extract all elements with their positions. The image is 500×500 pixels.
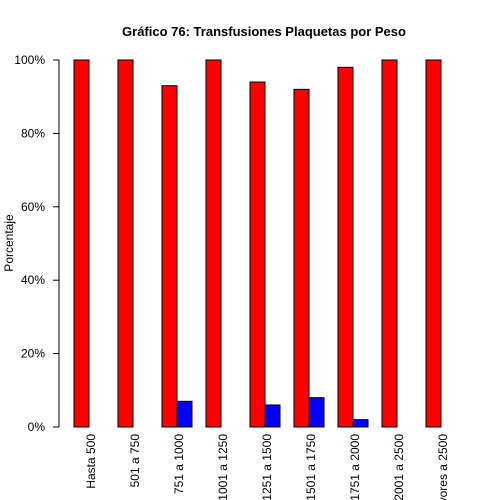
x-tick-label: Mayores a 2500 — [436, 434, 450, 500]
x-tick-label: 1501 a 1750 — [304, 434, 318, 500]
bar-series2 — [352, 419, 369, 428]
bar-series1 — [249, 81, 266, 428]
y-tick-label: 100% — [14, 53, 45, 67]
y-tick-label: 0% — [28, 420, 46, 434]
bar-series1 — [205, 59, 222, 428]
y-tick-label: 40% — [21, 273, 45, 287]
x-tick-label: 1001 a 1250 — [216, 434, 230, 500]
x-tick-label: 1751 a 2000 — [348, 434, 362, 500]
bar-series1 — [425, 59, 442, 428]
x-tick-label: 501 a 750 — [128, 434, 142, 488]
y-tick-label: 80% — [21, 126, 45, 140]
bar-series1 — [161, 85, 178, 428]
y-tick-label: 20% — [21, 347, 45, 361]
bar-series2 — [264, 404, 281, 428]
x-tick-label: 1251 a 1500 — [260, 434, 274, 500]
bar-series1 — [73, 59, 90, 428]
bars — [73, 59, 442, 428]
x-tick-label: 2001 a 2500 — [392, 434, 406, 500]
chart-title: Gráfico 76: Transfusiones Plaquetas por … — [122, 24, 406, 39]
bar-series2 — [176, 400, 193, 428]
bar-series1 — [293, 88, 310, 428]
bar-series1 — [117, 59, 134, 428]
y-tick-label: 60% — [21, 200, 45, 214]
bar-series1 — [381, 59, 398, 428]
bar-series2 — [308, 397, 325, 428]
y-axis-ticks: 0% 20% 40% 60% 80% 100% — [14, 53, 59, 434]
x-tick-label: 751 a 1000 — [172, 434, 186, 494]
bar-series1 — [337, 66, 354, 428]
x-tick-label: Hasta 500 — [84, 434, 98, 489]
y-axis-label: Porcentaje — [2, 214, 16, 272]
x-axis-labels: Hasta 500 501 a 750 751 a 1000 1001 a 1250 1… — [84, 434, 450, 500]
